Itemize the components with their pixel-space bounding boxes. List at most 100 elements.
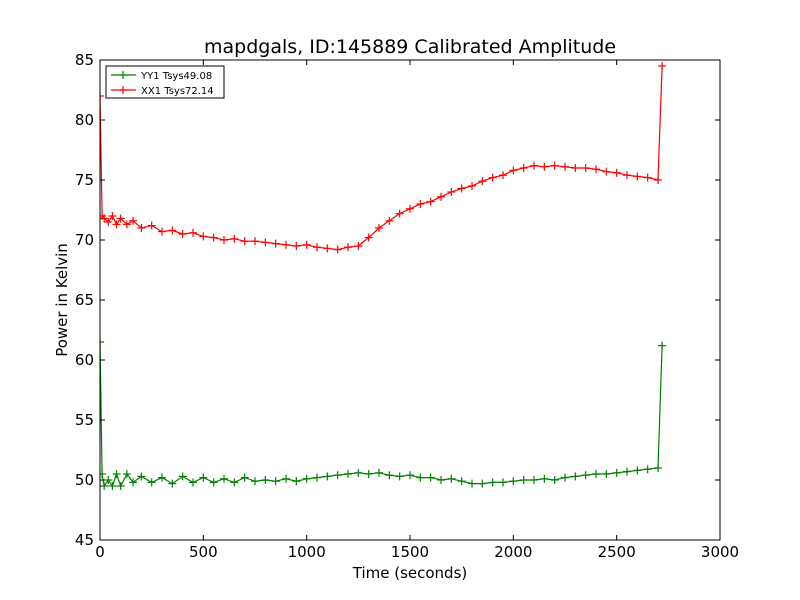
legend-label: YY1 Tsys49.08 bbox=[140, 71, 212, 82]
data-point bbox=[344, 243, 352, 252]
x-tick-label: 2500 bbox=[598, 543, 636, 561]
data-point bbox=[251, 237, 259, 246]
data-point bbox=[416, 473, 425, 482]
data-point bbox=[406, 204, 414, 213]
data-point bbox=[209, 478, 218, 487]
data-point bbox=[385, 216, 394, 225]
data-point bbox=[282, 240, 290, 249]
data-point bbox=[199, 473, 208, 482]
data-point bbox=[333, 471, 342, 480]
data-point bbox=[112, 470, 121, 478]
data-point bbox=[104, 476, 113, 484]
data-point bbox=[364, 233, 373, 242]
data-point bbox=[137, 472, 146, 481]
data-point bbox=[129, 216, 138, 225]
data-point bbox=[116, 214, 125, 223]
data-point bbox=[633, 466, 642, 475]
data-point bbox=[313, 243, 321, 252]
legend-box bbox=[105, 65, 225, 99]
data-point bbox=[344, 470, 352, 478]
x-tick-label: 3000 bbox=[701, 543, 739, 561]
data-point bbox=[323, 244, 332, 253]
data-point bbox=[550, 476, 559, 484]
plot-area: 0 500 1000 1500 2000 2500 3000 45 50 55 60 65 70 75 80… bbox=[75, 51, 739, 561]
data-point bbox=[633, 172, 642, 181]
data-point bbox=[385, 471, 394, 480]
data-point bbox=[375, 468, 383, 477]
data-point bbox=[100, 92, 104, 100]
data-point bbox=[519, 476, 528, 484]
x-axis-label: Time (seconds) bbox=[352, 564, 468, 582]
data-point bbox=[468, 479, 476, 488]
data-point bbox=[561, 162, 569, 171]
y-tick-label: 65 bbox=[75, 291, 94, 309]
data-point bbox=[251, 477, 259, 486]
data-point bbox=[116, 482, 125, 490]
data-point bbox=[178, 472, 187, 481]
data-point bbox=[416, 200, 425, 208]
data-point bbox=[571, 164, 580, 172]
data-point bbox=[519, 164, 528, 172]
data-point bbox=[447, 474, 456, 483]
data-point bbox=[478, 479, 487, 488]
data-point bbox=[499, 171, 507, 180]
data-point bbox=[240, 237, 249, 246]
data-point bbox=[488, 173, 497, 182]
data-point bbox=[147, 478, 156, 487]
data-point bbox=[623, 171, 631, 180]
data-point bbox=[468, 182, 476, 190]
data-point bbox=[550, 161, 559, 170]
data-point bbox=[189, 228, 197, 237]
data-point bbox=[488, 478, 497, 487]
x-tick-label: 1500 bbox=[391, 543, 429, 561]
series-group bbox=[100, 62, 667, 490]
data-point bbox=[499, 478, 507, 487]
data-point bbox=[602, 167, 611, 176]
data-point bbox=[158, 473, 166, 482]
y-tick-label: 80 bbox=[75, 111, 94, 129]
data-point bbox=[540, 474, 549, 483]
data-point bbox=[261, 238, 270, 247]
data-point bbox=[137, 224, 146, 232]
y-tick-label: 75 bbox=[75, 171, 94, 189]
data-point bbox=[302, 474, 311, 483]
data-point bbox=[104, 218, 113, 226]
data-point bbox=[478, 177, 487, 186]
data-point bbox=[302, 240, 311, 249]
data-point bbox=[158, 227, 166, 236]
data-point bbox=[199, 232, 208, 241]
data-point bbox=[571, 472, 580, 481]
y-tick-label: 85 bbox=[75, 51, 94, 69]
data-point bbox=[509, 477, 518, 486]
data-point bbox=[129, 478, 138, 487]
data-point bbox=[612, 168, 621, 177]
data-point bbox=[561, 473, 569, 482]
data-point bbox=[168, 226, 177, 235]
data-point bbox=[654, 176, 662, 184]
data-point bbox=[658, 341, 667, 350]
data-point bbox=[147, 221, 156, 230]
y-tick-label: 70 bbox=[75, 231, 94, 249]
data-point bbox=[354, 468, 363, 477]
data-point bbox=[333, 245, 342, 254]
y-tick-label: 50 bbox=[75, 471, 94, 489]
y-tick-label: 45 bbox=[75, 531, 94, 549]
data-point bbox=[623, 467, 631, 476]
chart-title: mapdgals, ID:145889 Calibrated Amplitude bbox=[204, 36, 616, 58]
data-point bbox=[592, 470, 600, 478]
x-tick-label: 1000 bbox=[288, 543, 326, 561]
data-point bbox=[530, 476, 538, 484]
y-axis-label: Power in Kelvin bbox=[53, 243, 71, 357]
x-tick-label: 500 bbox=[189, 543, 218, 561]
data-point bbox=[457, 184, 466, 193]
data-point bbox=[581, 164, 590, 172]
data-point bbox=[122, 470, 131, 478]
data-point bbox=[612, 468, 621, 477]
data-point bbox=[313, 473, 321, 482]
data-point bbox=[240, 473, 249, 482]
data-point bbox=[209, 233, 218, 242]
legend-label: XX1 Tsys72.14 bbox=[141, 86, 214, 97]
data-point bbox=[581, 471, 590, 480]
data-point bbox=[323, 472, 332, 481]
